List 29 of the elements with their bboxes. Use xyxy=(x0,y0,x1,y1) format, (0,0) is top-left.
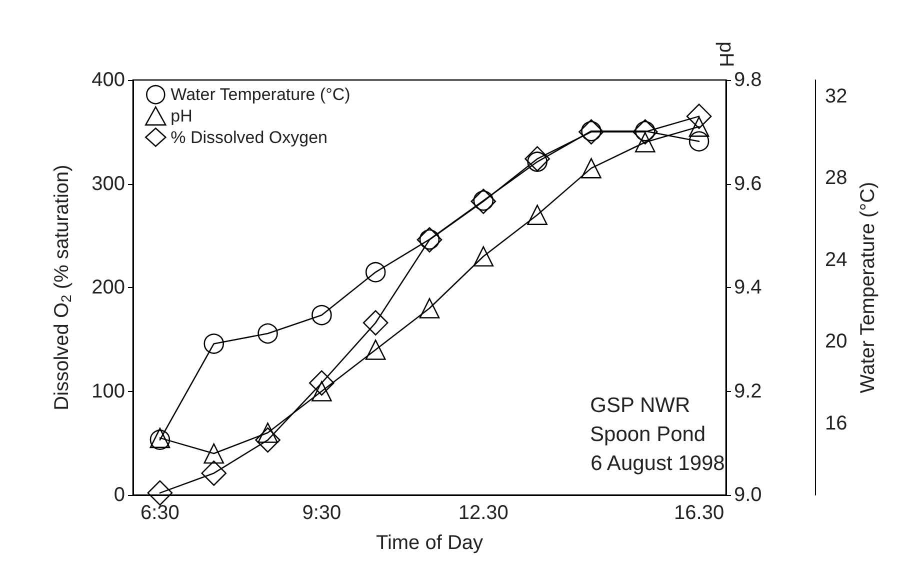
y-tick-label: 300 xyxy=(92,172,125,195)
y2-axis-title: pH xyxy=(715,42,737,68)
y-tick-label: 0 xyxy=(114,484,125,506)
y2-tick-label: 9.2 xyxy=(734,380,762,402)
x-tick-label: 9:30 xyxy=(302,502,342,524)
y-axis-title: Dissolved O2 (% saturation) xyxy=(51,164,74,410)
y2-tick-label: 9.4 xyxy=(734,276,762,298)
annotation: GSP NWR xyxy=(590,394,690,417)
x-tick-label: 16.30 xyxy=(674,502,724,524)
y3-axis-title: Water Temperature (°C) xyxy=(857,182,880,394)
legend-label: pH xyxy=(170,106,192,126)
y3-tick-label: 32 xyxy=(825,85,848,108)
y-tick-label: 400 xyxy=(92,69,125,91)
x-tick-label: 6:30 xyxy=(140,502,180,524)
y3-tick-label: 28 xyxy=(825,167,848,190)
y3-tick-label: 20 xyxy=(825,330,848,353)
x-tick-label: 12.30 xyxy=(458,502,508,524)
y3-tick-label: 24 xyxy=(825,248,848,271)
y-tick-label: 200 xyxy=(92,276,125,298)
y-tick-label: 100 xyxy=(92,380,125,402)
x-axis-title: Time of Day xyxy=(376,532,484,554)
annotation: 6 August 1998 xyxy=(590,452,725,475)
annotation: Spoon Pond xyxy=(590,423,706,446)
legend-label: Water Temperature (°C) xyxy=(170,85,350,104)
legend-label: % Dissolved Oxygen xyxy=(170,128,328,147)
y2-tick-label: 9.0 xyxy=(734,484,762,506)
y3-tick-label: 16 xyxy=(825,412,848,434)
y2-tick-label: 9.6 xyxy=(734,172,762,195)
y2-tick-label: 9.8 xyxy=(734,69,762,91)
